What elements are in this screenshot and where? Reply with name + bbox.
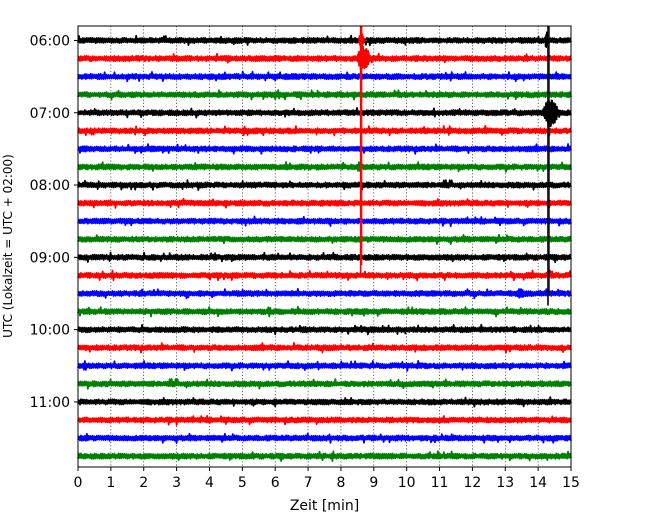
trace-row <box>77 234 572 246</box>
seismic-event <box>543 31 552 49</box>
x-tick-label: 8 <box>336 475 345 491</box>
trace-row <box>77 305 572 318</box>
x-axis-ticks: 0 1 2 3 4 5 6 7 8 9 10 11 12 13 14 15 <box>74 467 580 491</box>
trace-row <box>77 251 572 264</box>
x-tick-label: 4 <box>205 475 214 491</box>
y-tick-label: 11:00 <box>30 395 70 411</box>
plot-frame <box>77 25 572 468</box>
trace-row <box>77 179 572 191</box>
x-tick-label: 1 <box>106 475 115 491</box>
trace-row <box>77 107 572 119</box>
seismic-events <box>356 26 571 306</box>
x-tick-label: 3 <box>172 475 181 491</box>
x-tick-label: 14 <box>529 475 547 491</box>
seismic-event <box>356 45 381 72</box>
trace-row <box>77 125 572 137</box>
trace-row <box>77 323 572 336</box>
x-tick-label: 7 <box>304 475 313 491</box>
trace-row <box>77 396 572 408</box>
x-tick-label: 13 <box>496 475 514 491</box>
trace-row <box>77 143 572 155</box>
trace-row <box>77 341 572 354</box>
trace-row <box>77 414 572 426</box>
y-tick-label: 08:00 <box>30 178 70 194</box>
x-tick-label: 10 <box>398 475 416 491</box>
seismogram-traces <box>77 34 572 462</box>
x-tick-label: 11 <box>431 475 449 491</box>
x-tick-label: 5 <box>238 475 247 491</box>
x-axis-label: Zeit [min] <box>290 498 359 514</box>
y-tick-label: 06:00 <box>30 33 70 49</box>
y-tick-label: 07:00 <box>30 106 70 122</box>
x-tick-label: 0 <box>74 475 83 491</box>
trace-row <box>77 52 572 65</box>
y-axis-ticks: 06:00 07:00 08:00 09:00 10:00 11:00 <box>30 33 78 411</box>
seismic-event <box>358 33 368 50</box>
trace-row <box>77 450 572 462</box>
trace-row <box>77 215 572 228</box>
trace-row <box>77 70 572 83</box>
trace-row <box>77 287 572 300</box>
trace-row <box>77 378 572 390</box>
trace-row <box>77 432 572 444</box>
trace-row <box>77 89 572 101</box>
y-tick-label: 09:00 <box>30 250 70 266</box>
seismic-event <box>542 99 571 127</box>
y-axis-label: UTC (Lokalzeit = UTC + 02:00) <box>1 154 15 338</box>
trace-row <box>77 161 572 173</box>
y-tick-label: 10:00 <box>30 323 70 339</box>
x-tick-label: 2 <box>139 475 148 491</box>
trace-row <box>77 34 572 47</box>
x-tick-label: 12 <box>463 475 481 491</box>
trace-row <box>77 197 572 209</box>
x-tick-label: 9 <box>369 475 378 491</box>
x-tick-label: 6 <box>271 475 280 491</box>
seismic-event <box>514 288 535 299</box>
x-tick-label: 15 <box>562 475 580 491</box>
trace-row <box>77 269 572 282</box>
trace-row <box>77 359 572 372</box>
